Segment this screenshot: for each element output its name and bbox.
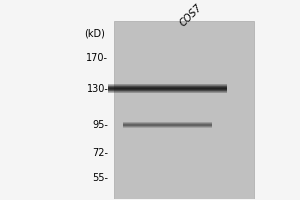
Bar: [108, 90, 227, 91]
Bar: [108, 84, 227, 85]
Text: 55-: 55-: [92, 173, 108, 183]
Text: 95-: 95-: [92, 120, 108, 130]
Bar: [114, 21, 254, 199]
Bar: [108, 89, 227, 90]
Bar: [108, 92, 227, 93]
Text: (kD): (kD): [85, 28, 105, 38]
Text: COS7: COS7: [178, 2, 204, 28]
Text: 72-: 72-: [92, 148, 108, 158]
Text: 170-: 170-: [86, 53, 108, 63]
Text: 130-: 130-: [86, 84, 108, 94]
Bar: [108, 91, 227, 92]
Bar: [108, 87, 227, 88]
Bar: [108, 88, 227, 89]
Bar: [108, 85, 227, 86]
Bar: [108, 86, 227, 87]
